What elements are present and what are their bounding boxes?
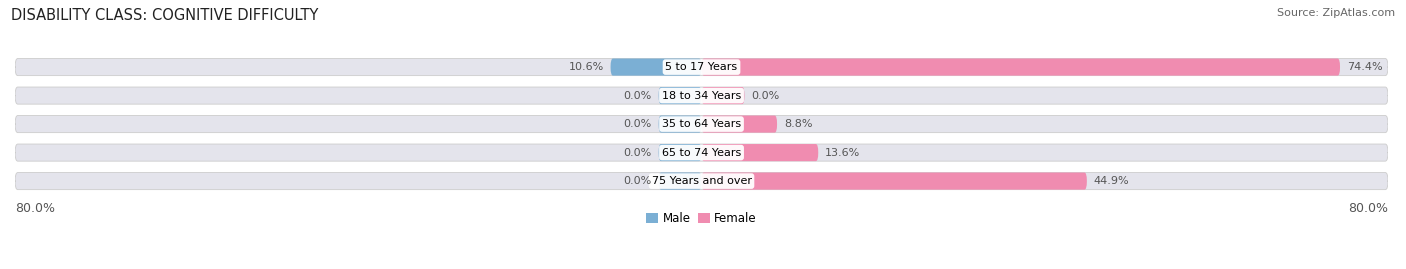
FancyBboxPatch shape — [702, 172, 1087, 190]
FancyBboxPatch shape — [15, 115, 1388, 133]
FancyBboxPatch shape — [658, 87, 702, 104]
FancyBboxPatch shape — [15, 87, 1388, 104]
Text: 65 to 74 Years: 65 to 74 Years — [662, 148, 741, 158]
Text: 0.0%: 0.0% — [623, 176, 652, 186]
Text: Source: ZipAtlas.com: Source: ZipAtlas.com — [1277, 8, 1395, 18]
FancyBboxPatch shape — [15, 172, 1388, 190]
FancyBboxPatch shape — [658, 115, 702, 133]
FancyBboxPatch shape — [702, 59, 1340, 76]
Text: 0.0%: 0.0% — [623, 119, 652, 129]
Text: 0.0%: 0.0% — [623, 148, 652, 158]
Legend: Male, Female: Male, Female — [647, 212, 756, 225]
Text: 0.0%: 0.0% — [751, 91, 779, 101]
Text: 80.0%: 80.0% — [1348, 201, 1388, 215]
FancyBboxPatch shape — [658, 144, 702, 161]
Text: 44.9%: 44.9% — [1094, 176, 1129, 186]
Text: 5 to 17 Years: 5 to 17 Years — [665, 62, 738, 72]
FancyBboxPatch shape — [702, 144, 818, 161]
Text: 35 to 64 Years: 35 to 64 Years — [662, 119, 741, 129]
FancyBboxPatch shape — [15, 144, 1388, 161]
FancyBboxPatch shape — [702, 115, 778, 133]
Text: 74.4%: 74.4% — [1347, 62, 1382, 72]
FancyBboxPatch shape — [15, 59, 1388, 76]
Text: 13.6%: 13.6% — [825, 148, 860, 158]
Text: 0.0%: 0.0% — [623, 91, 652, 101]
Text: 10.6%: 10.6% — [568, 62, 603, 72]
FancyBboxPatch shape — [658, 172, 702, 190]
Text: 18 to 34 Years: 18 to 34 Years — [662, 91, 741, 101]
Text: 80.0%: 80.0% — [15, 201, 55, 215]
Text: 75 Years and over: 75 Years and over — [651, 176, 752, 186]
Text: 8.8%: 8.8% — [785, 119, 813, 129]
FancyBboxPatch shape — [702, 87, 744, 104]
Text: DISABILITY CLASS: COGNITIVE DIFFICULTY: DISABILITY CLASS: COGNITIVE DIFFICULTY — [11, 8, 319, 23]
FancyBboxPatch shape — [610, 59, 702, 76]
